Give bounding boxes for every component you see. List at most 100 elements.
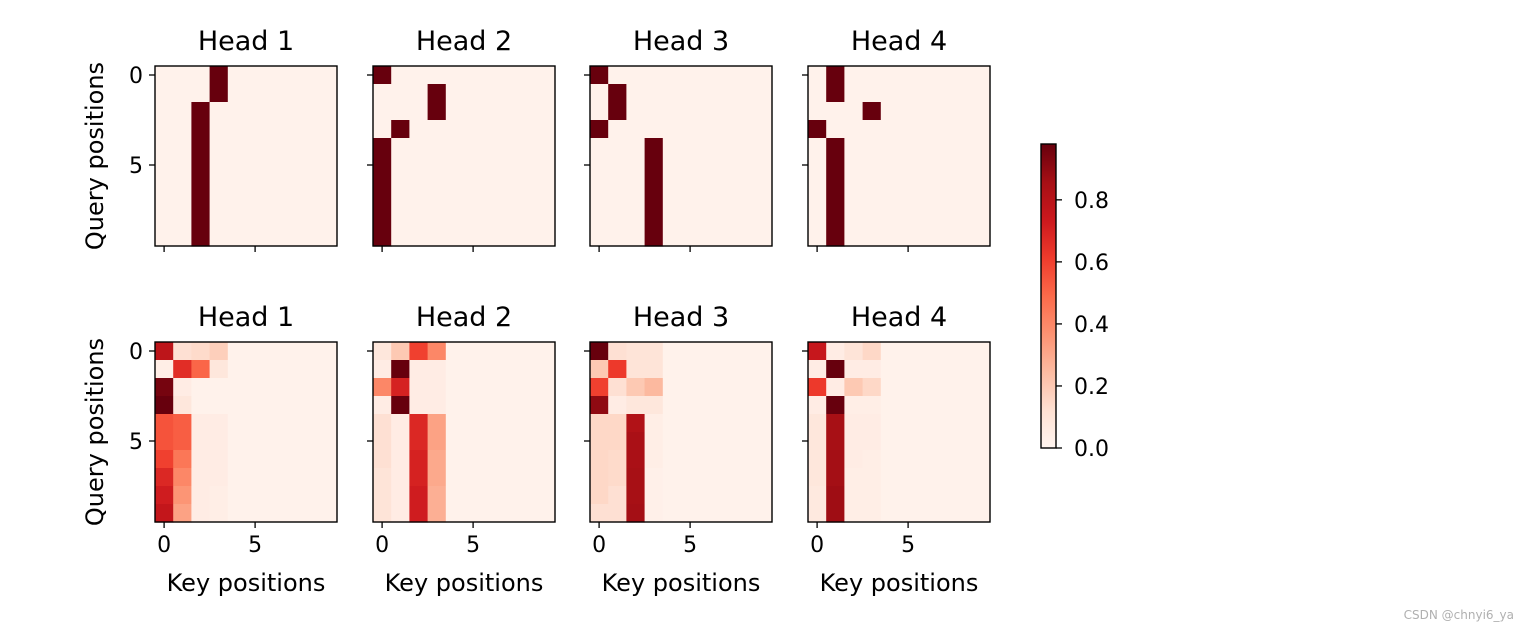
heatmap-cell	[826, 504, 845, 523]
panel-title: Head 2	[416, 302, 512, 333]
heatmap-cell	[735, 84, 755, 103]
heatmap-cell	[608, 432, 627, 451]
panel-frame	[589, 341, 773, 523]
heatmap-cell	[681, 396, 700, 415]
heatmap-cell	[227, 102, 247, 121]
heatmap-cell	[935, 504, 955, 523]
heatmap-cell	[662, 156, 682, 175]
heatmap-cell	[590, 450, 609, 469]
heatmap-cell	[191, 156, 211, 175]
heatmap-cell	[717, 450, 737, 469]
heatmap-cell	[808, 174, 827, 193]
heatmap-cell	[264, 378, 283, 397]
heatmap-cell	[917, 468, 936, 487]
heatmap-cell	[862, 138, 882, 157]
heatmap-cell	[300, 360, 320, 379]
heatmap-cell	[644, 102, 664, 121]
panel-title: Head 1	[198, 302, 294, 333]
heatmap-cell	[427, 486, 447, 505]
heatmap-cell	[953, 102, 973, 121]
heatmap-cell	[953, 156, 973, 175]
heatmap-cell	[518, 342, 538, 361]
heatmap-cell	[191, 342, 211, 361]
heatmap-cell	[935, 414, 955, 433]
heatmap-cell	[971, 342, 991, 361]
heatmap-cell	[445, 486, 465, 505]
heatmap-cell	[808, 450, 827, 469]
heatmap-cell	[699, 414, 718, 433]
heatmap-cell	[464, 342, 483, 361]
heatmap-cell	[826, 378, 845, 397]
heatmap-cell	[971, 210, 991, 229]
heatmap-cell	[391, 414, 410, 433]
heatmap-cell	[880, 504, 900, 523]
heatmap-cell	[227, 414, 247, 433]
heatmap-cell	[445, 102, 465, 121]
panel-title: Head 1	[198, 26, 294, 57]
heatmap-cell	[391, 342, 410, 361]
heatmap-cell	[953, 210, 973, 229]
heatmap-cell	[935, 156, 955, 175]
heatmap-cell	[264, 342, 283, 361]
heatmap-cell	[971, 120, 991, 139]
heatmap-cell	[373, 504, 392, 523]
heatmap-cell	[826, 468, 845, 487]
heatmap-cell	[500, 486, 520, 505]
heatmap-cell	[264, 84, 283, 103]
heatmap-cell	[482, 84, 501, 103]
heatmap-cell	[464, 174, 483, 193]
heatmap-cell	[753, 432, 773, 451]
heatmap-cell	[899, 378, 918, 397]
heatmap-cell	[500, 504, 520, 523]
heatmap-cell	[155, 396, 174, 415]
heatmap-cell	[536, 432, 556, 451]
heatmap-cell	[191, 174, 211, 193]
heatmap-cell	[536, 192, 556, 211]
heatmap-cell	[445, 360, 465, 379]
heatmap-cell	[300, 432, 320, 451]
heatmap-cell	[899, 192, 918, 211]
x-tick-label: 0	[157, 533, 171, 558]
heatmap-cell	[500, 192, 520, 211]
heatmap-cell	[590, 378, 609, 397]
heatmap-cell	[318, 342, 338, 361]
heatmap-cell	[662, 504, 682, 523]
heatmap-cell	[681, 342, 700, 361]
heatmap-cell	[500, 174, 520, 193]
heatmap-cell	[173, 378, 192, 397]
heatmap-cell	[971, 84, 991, 103]
heatmap-cell	[699, 120, 718, 139]
heatmap-cell	[880, 342, 900, 361]
heatmap-cell	[826, 102, 845, 121]
panel-row1-head2: Head 2	[367, 26, 556, 252]
heatmap-cell	[155, 84, 174, 103]
heatmap-cell	[445, 228, 465, 247]
heatmap-cell	[590, 156, 609, 175]
heatmap-cell	[608, 468, 627, 487]
heatmap-cell	[899, 228, 918, 247]
panel-frame	[807, 65, 991, 247]
heatmap-cell	[155, 174, 174, 193]
heatmap-cell	[644, 174, 664, 193]
heatmap-cell	[735, 396, 755, 415]
heatmap-cell	[753, 342, 773, 361]
heatmap-cell	[626, 102, 646, 121]
heatmap-cell	[518, 432, 538, 451]
heatmap-cell	[753, 396, 773, 415]
heatmap-cell	[209, 102, 229, 121]
heatmap-cell	[445, 120, 465, 139]
heatmap-cell	[155, 450, 174, 469]
heatmap-cell	[227, 450, 247, 469]
heatmap-cell	[500, 138, 520, 157]
heatmap-cell	[953, 432, 973, 451]
heatmap-cell	[971, 468, 991, 487]
heatmap-cell	[953, 504, 973, 523]
heatmap-cell	[844, 504, 864, 523]
heatmap-cell	[373, 84, 392, 103]
heatmap-cell	[753, 504, 773, 523]
heatmap-cell	[155, 210, 174, 229]
heatmap-cell	[699, 468, 718, 487]
heatmap-cell	[753, 84, 773, 103]
heatmap-cell	[318, 504, 338, 523]
heatmap-cell	[644, 396, 664, 415]
